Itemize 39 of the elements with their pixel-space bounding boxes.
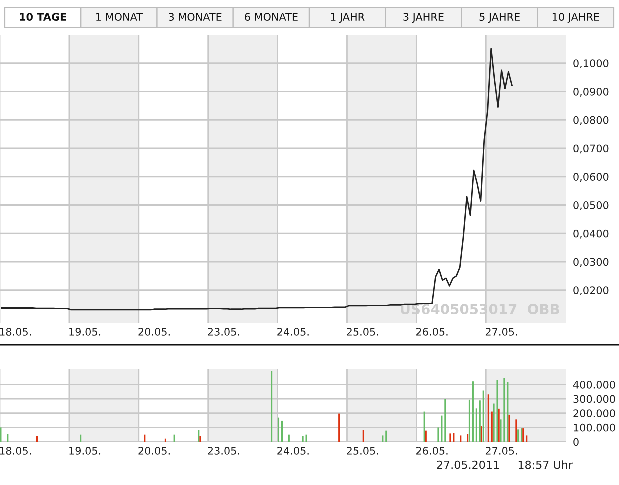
x-tick-label: 19.05.: [70, 328, 101, 336]
y-tick-label: 0,0600: [574, 173, 609, 182]
x-tick-label: 24.05.: [278, 447, 309, 455]
y-tick-label: 0,0500: [574, 201, 609, 210]
x-tick-label: 18.05.: [0, 447, 32, 455]
x-tick-label: 27.05.: [486, 447, 518, 455]
x-tick-label: 19.05.: [70, 447, 101, 455]
y-tick-label: 0,0800: [574, 116, 609, 126]
y-tick-label: 0,0300: [574, 258, 609, 268]
text: 1 JAHR: [331, 13, 365, 23]
y-tick-label: 0: [574, 438, 579, 446]
x-tick-label: 25.05.: [347, 447, 378, 455]
x-tick-label: 25.05.: [347, 328, 378, 336]
x-tick-label: 20.05.: [138, 328, 170, 336]
text: 5 JAHRE: [480, 13, 520, 23]
x-tick-label: 26.05.: [416, 328, 448, 336]
y-tick-label: 0,0200: [574, 286, 609, 296]
text: 6 MONATE: [245, 13, 298, 22]
y-tick-label: 0,1000: [574, 60, 609, 69]
y-tick-label: 400.000: [573, 380, 616, 389]
y-tick-label: 0,0900: [574, 88, 609, 97]
text: 3 MONATE: [169, 13, 222, 22]
x-tick-label: 20.05.: [138, 447, 170, 455]
x-tick-label: 27.05.: [486, 328, 518, 336]
y-tick-label: 100.000: [574, 424, 616, 432]
text: 27.05.2011 18:57 Uhr: [437, 460, 574, 470]
y-tick-label: 0,0400: [574, 230, 609, 239]
text: 3 JAHRE: [404, 13, 444, 23]
x-tick-label: 18.05.: [0, 328, 32, 336]
x-tick-label: 23.05.: [208, 447, 240, 455]
x-tick-label: 23.05.: [208, 328, 240, 336]
text: 1 MONAT: [96, 13, 144, 22]
y-tick-label: 0,0700: [574, 144, 609, 154]
text: 10 JAHRE: [552, 13, 600, 23]
y-tick-label: 300.000: [574, 395, 616, 404]
x-tick-label: 24.05.: [278, 328, 309, 336]
y-tick-label: 200.000: [574, 410, 616, 418]
text: 10 TAGE: [20, 13, 66, 22]
x-tick-label: 26.05.: [416, 447, 448, 455]
